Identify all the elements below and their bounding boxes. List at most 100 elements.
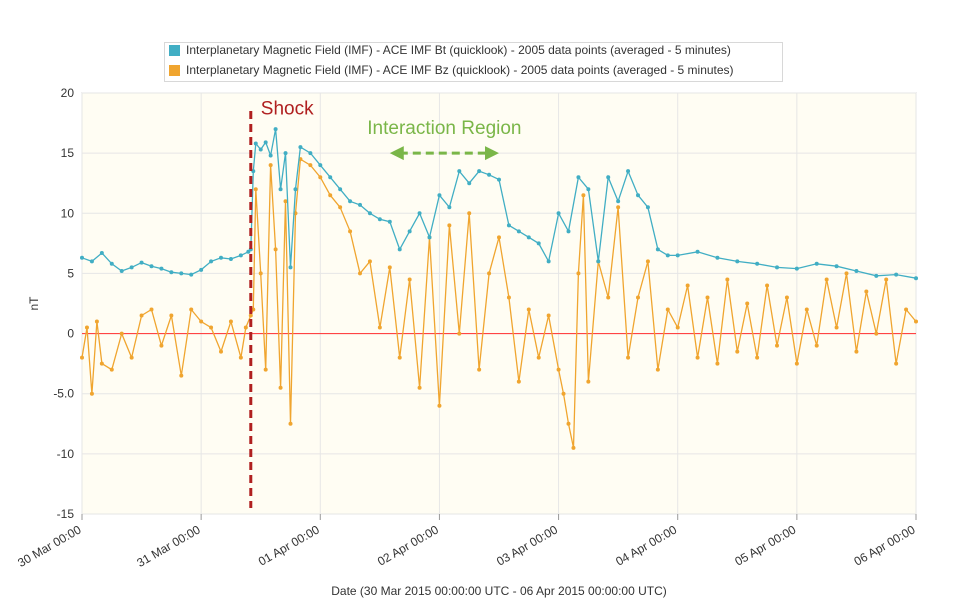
data-point-bz[interactable] (715, 361, 720, 366)
data-point-bt[interactable] (427, 235, 432, 240)
data-point-bt[interactable] (358, 202, 362, 207)
data-point-bz[interactable] (516, 379, 521, 384)
data-point-bz[interactable] (253, 187, 258, 192)
data-point-bz[interactable] (775, 343, 779, 348)
data-point-bz[interactable] (834, 325, 839, 330)
data-point-bt[interactable] (894, 272, 899, 277)
data-point-bt[interactable] (576, 175, 581, 180)
data-point-bt[interactable] (695, 249, 700, 254)
data-point-bz[interactable] (824, 277, 829, 282)
data-point-bz[interactable] (814, 343, 819, 348)
data-point-bz[interactable] (864, 289, 869, 294)
data-point-bt[interactable] (735, 259, 740, 264)
data-point-bt[interactable] (407, 229, 412, 234)
data-point-bz[interactable] (794, 361, 799, 366)
data-point-bt[interactable] (273, 127, 278, 132)
data-point-bz[interactable] (566, 421, 571, 426)
data-point-bz[interactable] (248, 313, 253, 318)
data-point-bt[interactable] (89, 259, 94, 264)
data-point-bt[interactable] (914, 276, 918, 281)
data-point-bt[interactable] (715, 255, 720, 260)
data-point-bz[interactable] (318, 175, 323, 180)
data-point-bt[interactable] (367, 211, 372, 216)
data-point-bt[interactable] (99, 250, 104, 255)
data-point-bt[interactable] (199, 267, 204, 272)
data-point-bt[interactable] (665, 253, 670, 258)
data-point-bz[interactable] (139, 313, 144, 318)
data-point-bt[interactable] (209, 259, 214, 264)
data-point-bt[interactable] (596, 259, 601, 264)
data-point-bz[interactable] (616, 205, 621, 210)
data-point-bt[interactable] (278, 187, 283, 192)
data-point-bz[interactable] (283, 199, 288, 204)
data-point-bz[interactable] (129, 355, 134, 360)
data-point-bz[interactable] (268, 163, 273, 168)
data-point-bz[interactable] (387, 265, 392, 270)
data-point-bt[interactable] (616, 199, 621, 204)
data-point-bt[interactable] (477, 169, 482, 174)
data-point-bt[interactable] (467, 181, 472, 186)
legend-item-bz[interactable]: Interplanetary Magnetic Field (IMF) - AC… (169, 64, 769, 77)
data-point-bt[interactable] (457, 169, 462, 174)
data-point-bz[interactable] (263, 367, 268, 372)
data-point-bt[interactable] (139, 260, 144, 265)
data-point-bt[interactable] (293, 187, 298, 192)
data-point-bz[interactable] (636, 295, 640, 300)
data-point-bz[interactable] (328, 193, 333, 198)
data-point-bz[interactable] (675, 325, 680, 330)
data-point-bz[interactable] (497, 235, 501, 240)
data-point-bt[interactable] (129, 265, 134, 270)
data-point-bz[interactable] (725, 277, 730, 282)
data-point-bz[interactable] (467, 211, 472, 216)
legend-item-bt[interactable]: Interplanetary Magnetic Field (IMF) - AC… (169, 44, 769, 57)
data-point-bz[interactable] (581, 193, 586, 198)
data-point-bt[interactable] (246, 249, 251, 254)
data-point-bz[interactable] (159, 343, 164, 348)
data-point-bt[interactable] (626, 169, 631, 174)
data-point-bz[interactable] (338, 205, 343, 210)
data-point-bt[interactable] (308, 151, 313, 156)
data-point-bz[interactable] (119, 331, 124, 336)
data-point-bt[interactable] (318, 163, 323, 168)
data-point-bz[interactable] (804, 307, 809, 312)
data-point-bt[interactable] (348, 199, 353, 204)
data-point-bt[interactable] (655, 247, 660, 252)
data-point-bz[interactable] (526, 307, 531, 312)
data-point-bz[interactable] (348, 229, 353, 234)
data-point-bt[interactable] (169, 270, 174, 275)
data-point-bz[interactable] (457, 331, 462, 336)
data-point-bt[interactable] (606, 175, 611, 180)
data-point-bz[interactable] (397, 355, 402, 360)
data-point-bz[interactable] (89, 391, 94, 396)
data-point-bz[interactable] (755, 355, 760, 360)
data-point-bz[interactable] (695, 355, 700, 360)
data-point-bt[interactable] (417, 211, 422, 216)
data-point-bz[interactable] (645, 259, 650, 264)
data-point-bz[interactable] (219, 349, 223, 354)
data-point-bt[interactable] (228, 256, 233, 261)
data-point-bt[interactable] (586, 187, 591, 192)
data-point-bt[interactable] (179, 271, 184, 276)
data-point-bz[interactable] (367, 259, 372, 264)
data-point-bt[interactable] (546, 259, 551, 264)
data-point-bt[interactable] (794, 266, 799, 271)
data-point-bz[interactable] (358, 271, 362, 276)
data-point-bz[interactable] (407, 277, 412, 282)
data-point-bz[interactable] (243, 325, 248, 330)
data-point-bz[interactable] (238, 355, 243, 360)
data-point-bz[interactable] (685, 283, 690, 288)
data-point-bz[interactable] (477, 367, 482, 372)
data-point-bt[interactable] (159, 266, 164, 271)
data-point-bz[interactable] (308, 163, 313, 168)
data-point-bt[interactable] (834, 264, 839, 269)
data-point-bt[interactable] (258, 147, 263, 152)
data-point-bz[interactable] (487, 271, 492, 276)
data-point-bz[interactable] (556, 367, 561, 372)
data-point-bz[interactable] (288, 421, 293, 426)
data-point-bz[interactable] (844, 271, 849, 276)
data-point-bt[interactable] (397, 247, 402, 252)
data-point-bz[interactable] (765, 283, 770, 288)
data-point-bz[interactable] (576, 271, 581, 276)
data-point-bt[interactable] (645, 205, 650, 210)
data-point-bz[interactable] (258, 271, 263, 276)
